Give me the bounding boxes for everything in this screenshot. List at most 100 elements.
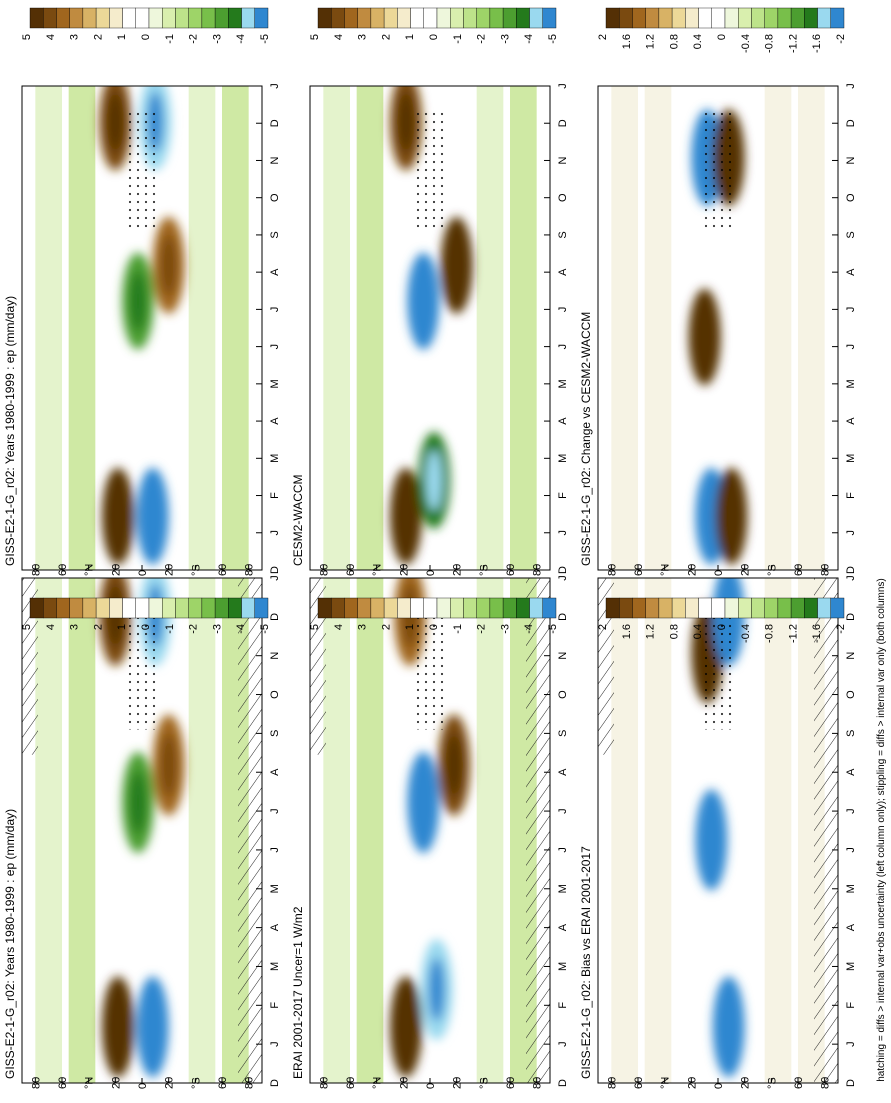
colorbar-swatch bbox=[56, 7, 70, 29]
background-band bbox=[188, 578, 216, 1083]
month-tick-label: A bbox=[557, 417, 569, 425]
colorbar-swatch bbox=[671, 597, 686, 619]
lat-tick-label: 80 bbox=[30, 1077, 42, 1089]
colorbar-swatch bbox=[410, 7, 424, 29]
colorbar-swatch bbox=[95, 597, 110, 619]
lat-tick-label: 0 bbox=[137, 1083, 149, 1089]
colorbar-label: 4 bbox=[45, 624, 57, 630]
lat-tick-label: °S bbox=[478, 1077, 490, 1089]
colorbar-swatch bbox=[436, 7, 451, 29]
colorbar-swatch bbox=[201, 597, 216, 619]
colorbar-swatch bbox=[423, 597, 438, 619]
month-tick-label: N bbox=[845, 156, 857, 164]
colorbar-label: 5 bbox=[309, 624, 321, 630]
stippling bbox=[126, 110, 158, 232]
lat-tick-label: °N bbox=[372, 1077, 384, 1089]
month-tick-label: M bbox=[557, 884, 569, 893]
month-tick-label: M bbox=[269, 454, 281, 463]
month-tick-label: O bbox=[845, 690, 857, 699]
colorbar-swatch bbox=[476, 7, 491, 29]
colorbar-label: 1 bbox=[116, 34, 128, 40]
lat-tick-label: °N bbox=[372, 564, 384, 576]
month-tick-label: A bbox=[557, 268, 569, 276]
colorbar-swatch bbox=[82, 7, 97, 29]
colorbar-swatch bbox=[632, 597, 646, 619]
colorbar-swatch bbox=[228, 597, 242, 619]
panel-title: GISS-E2-1-G_r02: Years 1980-1999 : ep (m… bbox=[3, 296, 17, 566]
colorbar-swatch bbox=[817, 597, 831, 619]
colorbar-swatch bbox=[122, 7, 136, 29]
lat-tick-label: 20 bbox=[110, 1077, 122, 1089]
data-region-core bbox=[398, 91, 414, 153]
stippling bbox=[414, 603, 446, 730]
field bbox=[22, 578, 262, 1083]
colorbar-label: -4 bbox=[235, 34, 247, 44]
colorbar-swatch bbox=[357, 7, 372, 29]
month-tick-label: D bbox=[845, 613, 857, 621]
month-tick-label: S bbox=[845, 231, 857, 238]
colorbar-swatch bbox=[830, 7, 845, 29]
colorbar-swatch bbox=[254, 7, 269, 29]
month-tick-label: J bbox=[269, 808, 281, 814]
lat-tick-label: 80 bbox=[244, 1077, 256, 1089]
field bbox=[310, 578, 550, 1083]
month-tick-label: J bbox=[845, 847, 857, 853]
month-tick-label: O bbox=[269, 690, 281, 699]
lat-tick-label: 20 bbox=[740, 564, 752, 576]
colorbar-swatch bbox=[698, 7, 712, 29]
lat-tick-label: 20 bbox=[686, 564, 698, 576]
month-tick-label: O bbox=[557, 193, 569, 202]
colorbar-label: 0.4 bbox=[692, 624, 704, 639]
colorbar-swatch bbox=[502, 597, 517, 619]
colorbar-label: -3 bbox=[499, 34, 511, 44]
lat-tick-label: 80 bbox=[30, 564, 42, 576]
colorbar-swatch bbox=[450, 7, 464, 29]
month-tick-label: A bbox=[845, 268, 857, 276]
month-tick-label: M bbox=[845, 454, 857, 463]
month-tick-label: D bbox=[845, 1079, 857, 1087]
colorbar-label: -2 bbox=[476, 624, 488, 634]
colorbar-label: -2 bbox=[835, 624, 847, 634]
lat-tick-label: 60 bbox=[345, 564, 357, 576]
colorbar-swatch bbox=[241, 7, 255, 29]
background-band bbox=[611, 578, 638, 1083]
colorbar-swatch bbox=[790, 7, 805, 29]
month-tick-label: A bbox=[845, 417, 857, 425]
colorbar-swatch bbox=[751, 597, 765, 619]
panel-left-top: 80 60 °N 20 0 20 °S 60 80 DJFMAMJJASONDJGISS-E2-1… bbox=[3, 575, 281, 1089]
background-band bbox=[68, 578, 96, 1083]
lat-tick-label: 20 bbox=[164, 1077, 176, 1089]
colorbar-label: -4 bbox=[235, 624, 247, 634]
panel-left-bot: 80 60 °N 20 0 20 °S 60 80 DJFMAMJJASONDJGISS-E2-1… bbox=[579, 575, 857, 1089]
lat-tick-label: 60 bbox=[217, 1077, 229, 1089]
background-band bbox=[188, 86, 216, 570]
lat-tick-label: 80 bbox=[532, 1077, 544, 1089]
colorbar-label: -1.6 bbox=[811, 624, 823, 643]
colorbar-swatch bbox=[109, 7, 123, 29]
lat-tick-label: 60 bbox=[345, 1077, 357, 1089]
hatching bbox=[310, 578, 326, 755]
month-tick-label: J bbox=[557, 808, 569, 814]
colorbar-label: 2 bbox=[380, 624, 392, 630]
month-tick-label: N bbox=[269, 156, 281, 164]
background-band bbox=[764, 578, 792, 1083]
month-tick-label: M bbox=[557, 962, 569, 971]
colorbar-label: 2 bbox=[597, 624, 609, 630]
lat-tick-label: 20 bbox=[452, 1077, 464, 1089]
month-tick-label: D bbox=[269, 566, 281, 574]
lat-tick-label: 80 bbox=[820, 564, 832, 576]
colorbar-label: 2 bbox=[92, 624, 104, 630]
month-tick-label: M bbox=[269, 884, 281, 893]
lat-tick-label: 60 bbox=[57, 564, 69, 576]
background-band bbox=[510, 86, 537, 570]
lat-tick-label: 80 bbox=[606, 1077, 618, 1089]
colorbar-swatch bbox=[529, 597, 543, 619]
colorbar-swatch bbox=[605, 7, 620, 29]
stippling bbox=[702, 603, 734, 730]
data-region-core bbox=[723, 485, 740, 547]
colorbar-label: 1.6 bbox=[621, 34, 633, 49]
colorbar-label: -5 bbox=[547, 34, 559, 44]
colorbar-swatch bbox=[502, 7, 517, 29]
field bbox=[598, 86, 838, 570]
colorbar-swatch bbox=[228, 7, 242, 29]
